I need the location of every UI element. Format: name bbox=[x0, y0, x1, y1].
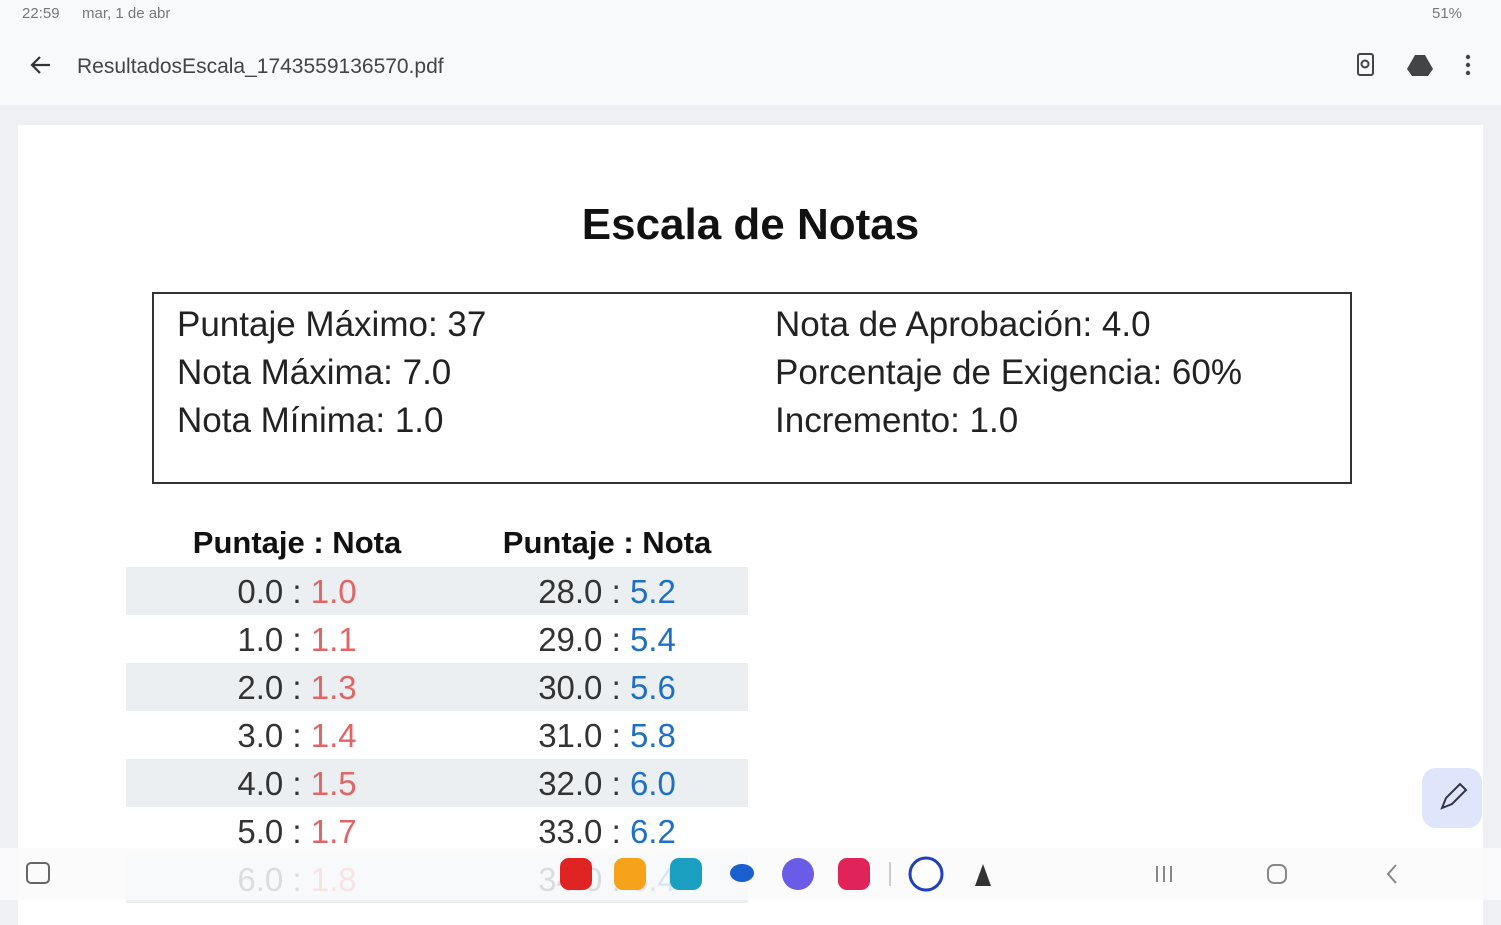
nota: 1.3 bbox=[310, 669, 357, 706]
table-cell: 3.0 : 1.4 bbox=[142, 717, 452, 755]
separator: : bbox=[283, 765, 311, 802]
menu-button[interactable] bbox=[1458, 52, 1478, 78]
table-cell: 31.0 : 5.8 bbox=[452, 717, 762, 755]
nota: 1.4 bbox=[310, 717, 357, 754]
nota: 5.6 bbox=[629, 669, 676, 706]
date: mar, 1 de abr bbox=[82, 5, 171, 22]
puntaje: 31.0 bbox=[538, 717, 603, 754]
puntaje: 3.0 bbox=[237, 717, 284, 754]
nota: 1.5 bbox=[310, 765, 357, 802]
separator: : bbox=[602, 621, 630, 658]
puntaje: 2.0 bbox=[237, 669, 284, 706]
nota: 5.4 bbox=[629, 621, 676, 658]
separator: : bbox=[283, 669, 311, 706]
document-title: Escala de Notas bbox=[581, 200, 920, 249]
separator: : bbox=[602, 717, 630, 754]
edit-button[interactable] bbox=[1420, 766, 1484, 830]
table-cell: 33.0 : 6.2 bbox=[452, 813, 762, 851]
info-line: Nota Máxima: 7.0 bbox=[177, 353, 452, 392]
table-header: Puntaje : Nota bbox=[502, 525, 712, 560]
separator: : bbox=[602, 813, 630, 850]
table-cell: 0.0 : 1.0 bbox=[142, 573, 452, 611]
info-line: Incremento: 1.0 bbox=[775, 401, 1019, 440]
puntaje: 4.0 bbox=[237, 765, 284, 802]
info-line: Nota de Aprobación: 4.0 bbox=[775, 305, 1151, 344]
row-stripe bbox=[126, 759, 748, 807]
toolbar: ResultadosEscala_1743559136570.pdf bbox=[0, 30, 1501, 105]
row-stripe bbox=[126, 663, 748, 711]
puntaje: 5.0 bbox=[237, 813, 284, 850]
table-cell: 4.0 : 1.5 bbox=[142, 765, 452, 803]
table-cell: 28.0 : 5.2 bbox=[452, 573, 762, 611]
nota: 6.0 bbox=[629, 765, 676, 802]
nota: 1.1 bbox=[310, 621, 357, 658]
back-button[interactable] bbox=[28, 52, 54, 78]
separator: : bbox=[283, 573, 311, 610]
table-header: Puntaje : Nota bbox=[192, 525, 402, 560]
separator: : bbox=[283, 813, 311, 850]
nota: 1.7 bbox=[310, 813, 357, 850]
nota: 5.2 bbox=[629, 573, 676, 610]
nota: 5.8 bbox=[629, 717, 676, 754]
info-line: Puntaje Máximo: 37 bbox=[177, 305, 487, 344]
info-box bbox=[152, 292, 1352, 484]
puntaje: 28.0 bbox=[538, 573, 603, 610]
status-bar: 22:59 mar, 1 de abr 51% bbox=[0, 0, 1501, 30]
nav-icons bbox=[26, 856, 1397, 892]
puntaje: 32.0 bbox=[538, 765, 603, 802]
drive-button[interactable] bbox=[1406, 52, 1434, 78]
puntaje: 33.0 bbox=[538, 813, 603, 850]
table-cell: 1.0 : 1.1 bbox=[142, 621, 452, 659]
nota: 6.2 bbox=[629, 813, 676, 850]
puntaje: 30.0 bbox=[538, 669, 603, 706]
separator: : bbox=[602, 669, 630, 706]
separator: : bbox=[283, 621, 311, 658]
separator: : bbox=[602, 573, 630, 610]
search-doc-button[interactable] bbox=[1354, 52, 1378, 78]
table-cell: 30.0 : 5.6 bbox=[452, 669, 762, 707]
separator: : bbox=[283, 717, 311, 754]
nota: 1.0 bbox=[310, 573, 357, 610]
puntaje: 0.0 bbox=[237, 573, 284, 610]
separator: : bbox=[602, 765, 630, 802]
battery: 51% bbox=[1432, 5, 1463, 22]
table-cell: 32.0 : 6.0 bbox=[452, 765, 762, 803]
navigation-bar bbox=[0, 848, 1501, 900]
table-cell: 5.0 : 1.7 bbox=[142, 813, 452, 851]
row-stripe bbox=[126, 567, 748, 615]
time: 22:59 bbox=[22, 5, 60, 22]
file-name: ResultadosEscala_1743559136570.pdf bbox=[77, 55, 444, 78]
table-cell: 29.0 : 5.4 bbox=[452, 621, 762, 659]
info-line: Nota Mínima: 1.0 bbox=[177, 401, 444, 440]
table-cell: 2.0 : 1.3 bbox=[142, 669, 452, 707]
info-line: Porcentaje de Exigencia: 60% bbox=[775, 353, 1242, 392]
puntaje: 1.0 bbox=[237, 621, 284, 658]
puntaje: 29.0 bbox=[538, 621, 603, 658]
